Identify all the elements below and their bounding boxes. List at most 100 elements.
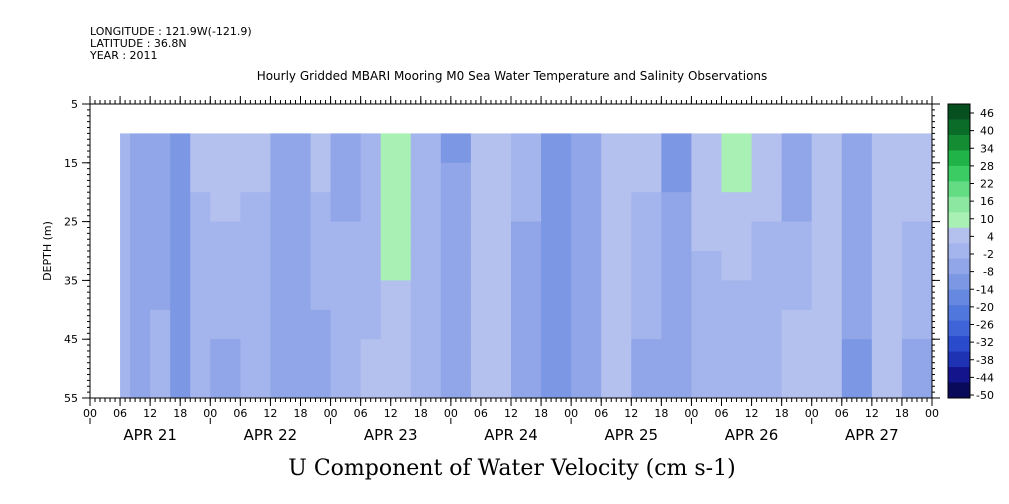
heatmap-cell <box>781 221 813 252</box>
heatmap-cell <box>811 368 843 399</box>
heatmap-cell <box>380 162 412 193</box>
heatmap-cell <box>330 280 362 311</box>
heatmap-cell <box>270 339 312 370</box>
heatmap-cell <box>190 192 211 223</box>
heatmap-cell <box>410 221 442 252</box>
heatmap-cell <box>270 162 312 193</box>
heatmap-cell <box>661 251 692 281</box>
heatmap-cell <box>811 339 843 370</box>
heatmap-cell <box>781 280 813 311</box>
colorbar-swatch <box>948 243 970 260</box>
x-hour-label: 12 <box>504 407 518 420</box>
heatmap-cell <box>541 133 572 164</box>
heatmap-cell <box>410 162 442 193</box>
heatmap-cell <box>470 192 512 223</box>
x-hour-label: 18 <box>534 407 548 420</box>
heatmap-cell <box>901 162 933 193</box>
heatmap-cell <box>541 221 572 252</box>
heatmap-column <box>380 133 412 399</box>
heatmap-cell <box>410 280 442 311</box>
heatmap-cell <box>901 339 933 370</box>
heatmap-cell <box>210 251 241 281</box>
heatmap-cell <box>270 280 312 311</box>
heatmap-cell <box>210 221 241 252</box>
heatmap-column <box>270 133 312 399</box>
colorbar-swatch <box>948 104 970 120</box>
colorbar-label: -2 <box>983 248 994 261</box>
heatmap-cell <box>871 221 903 252</box>
heatmap-cell <box>440 368 472 399</box>
heatmap-cell <box>130 192 151 223</box>
heatmap-cell <box>240 368 271 399</box>
heatmap-cell <box>470 339 512 370</box>
heatmap-cell <box>541 162 572 193</box>
heatmap-column <box>410 133 442 399</box>
heatmap-cell <box>310 280 332 311</box>
heatmap-cell <box>150 309 171 340</box>
heatmap-cell <box>150 162 171 193</box>
heatmap-cell <box>601 309 632 340</box>
heatmap-cell <box>841 133 873 164</box>
colorbar-label: -50 <box>976 389 994 402</box>
heatmap-cell <box>721 251 753 281</box>
heatmap-cell <box>330 162 362 193</box>
colorbar-swatch <box>948 134 970 151</box>
heatmap-cell <box>270 309 312 340</box>
x-hour-label: 06 <box>233 407 247 420</box>
colorbar-swatch <box>948 336 970 352</box>
x-hour-label: 12 <box>143 407 157 420</box>
longitude-label: LONGITUDE : 121.9W(-121.9) <box>90 25 252 38</box>
y-tick-label: 35 <box>64 274 78 287</box>
heatmap-column <box>541 133 572 399</box>
heatmap-cell <box>240 192 271 223</box>
heatmap-cell <box>120 280 131 311</box>
heatmap-cell <box>130 162 151 193</box>
x-hour-label: 06 <box>474 407 488 420</box>
heatmap-cell <box>871 339 903 370</box>
heatmap-cell <box>470 309 512 340</box>
x-hour-label: 12 <box>865 407 879 420</box>
heatmap-cell <box>120 192 131 223</box>
heatmap-cell <box>841 251 873 281</box>
heatmap-cell <box>470 280 512 311</box>
heatmap-cell <box>721 221 753 252</box>
heatmap-area <box>120 133 933 399</box>
colorbar-swatch <box>948 305 970 322</box>
x-hour-label: 12 <box>745 407 759 420</box>
heatmap-cell <box>380 280 412 311</box>
x-hour-label: 18 <box>173 407 187 420</box>
heatmap-cell <box>661 368 692 399</box>
heatmap-cell <box>901 251 933 281</box>
colorbar-label: 34 <box>980 142 994 155</box>
heatmap-cell <box>811 280 843 311</box>
heatmap-cell <box>380 339 412 370</box>
colorbar: 46 40 34 28 22 16 10 4 -2 -8 -14 -20 -26 -32 -38 -44 -50 <box>947 103 994 402</box>
heatmap-cell <box>330 221 362 252</box>
y-tick-label: 15 <box>64 157 78 170</box>
heatmap-cell <box>691 251 722 281</box>
heatmap-cell <box>470 251 512 281</box>
colorbar-swatch <box>948 227 970 244</box>
heatmap-cell <box>410 251 442 281</box>
heatmap-cell <box>120 162 131 193</box>
heatmap-cell <box>751 368 783 399</box>
heatmap-cell <box>871 133 903 164</box>
heatmap-cell <box>691 368 722 399</box>
heatmap-cell <box>440 133 472 164</box>
heatmap-cell <box>360 251 382 281</box>
heatmap-cell <box>871 368 903 399</box>
x-hour-label: 12 <box>384 407 398 420</box>
heatmap-column <box>781 133 813 399</box>
x-hour-label: 18 <box>414 407 428 420</box>
colorbar-swatch <box>948 382 970 399</box>
heatmap-cell <box>841 221 873 252</box>
heatmap-cell <box>811 133 843 164</box>
heatmap-cell <box>631 162 662 193</box>
colorbar-swatch <box>948 289 970 306</box>
heatmap-cell <box>691 162 722 193</box>
heatmap-column <box>841 133 873 399</box>
colorbar-swatch <box>948 274 970 291</box>
x-hour-label: 00 <box>83 407 97 420</box>
heatmap-column <box>571 133 602 399</box>
colorbar-label: 28 <box>980 160 994 173</box>
